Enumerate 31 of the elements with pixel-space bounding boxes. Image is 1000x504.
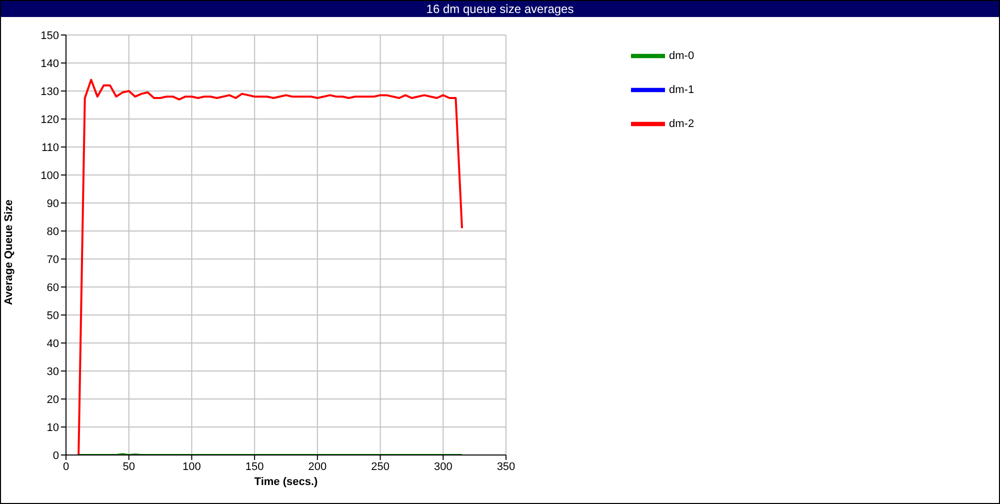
y-tick-label: 140 [40,58,59,70]
legend-label: dm-0 [669,50,694,62]
x-tick-label: 200 [308,460,327,473]
y-tick-label: 50 [46,310,59,322]
x-tick-label: 250 [371,460,390,473]
x-tick-label: 50 [122,460,135,473]
y-tick-label: 60 [46,282,59,294]
y-tick-label: 80 [46,226,59,238]
y-tick-label: 110 [41,142,59,154]
line-series [78,78,463,455]
y-tick-label: 150 [40,30,59,42]
legend-label: dm-2 [669,118,694,130]
y-axis-title: Average Queue Size [2,200,15,305]
chart-title: 16 dm queue size averages [1,1,999,17]
x-tick-label: 100 [182,460,201,473]
y-tick-label: 100 [40,170,59,182]
x-tick-label: 300 [434,460,452,473]
y-tick-label: 120 [40,114,59,126]
y-tick-label: 20 [46,394,59,406]
y-tick-label: 30 [46,366,59,378]
x-axis-title: Time (secs.) [254,476,318,488]
x-tick-label: 0 [62,460,70,473]
x-tick-label: 350 [496,460,516,473]
y-tick-label: 0 [52,450,59,462]
legend-label: dm-1 [669,84,694,96]
y-tick-label: 130 [40,86,59,98]
y-tick-label: 40 [46,338,59,350]
x-tick-label: 150 [245,460,264,473]
y-tick-label: 10 [46,422,59,434]
y-tick-label: 70 [46,254,59,266]
y-tick-label: 90 [46,198,59,210]
